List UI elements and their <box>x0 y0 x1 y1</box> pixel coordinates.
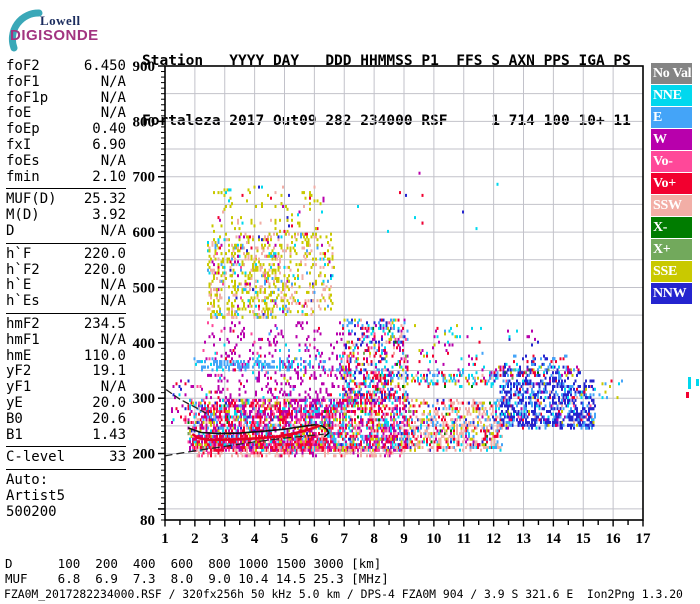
legend-label: X- <box>651 220 667 236</box>
x-tick-label: 17 <box>636 531 652 547</box>
stray-mark <box>696 379 699 386</box>
legend-item-nne: NNE <box>651 85 692 106</box>
status-line: FZA0M_2017282234000.RSF / 320fx256h 50 k… <box>4 587 683 601</box>
legend-item-vo-: Vo- <box>651 151 692 172</box>
legend-label: NNW <box>651 286 686 302</box>
legend-item-x+: X+ <box>651 239 692 260</box>
y-tick-label: 600 <box>133 225 156 241</box>
legend-label: No Val <box>651 66 691 82</box>
legend-item-x-: X- <box>651 217 692 238</box>
y-tick-label: 400 <box>133 336 156 352</box>
legend-item-sse: SSE <box>651 261 692 282</box>
stray-mark <box>686 392 689 398</box>
x-tick-label: 10 <box>426 531 441 547</box>
legend-label: SSE <box>651 264 677 280</box>
x-tick-label: 11 <box>457 531 471 547</box>
legend-label: E <box>651 110 662 126</box>
x-tick-label: 9 <box>400 531 408 547</box>
x-tick-label: 13 <box>516 531 531 547</box>
x-tick-label: 4 <box>251 531 259 547</box>
distance-row: D 100 200 400 600 800 1000 1500 3000 [km… <box>5 556 381 571</box>
x-tick-label: 1 <box>161 531 169 547</box>
x-tick-label: 16 <box>606 531 622 547</box>
y-tick-label: 700 <box>133 170 156 186</box>
y-tick-label: 80 <box>140 513 155 529</box>
y-tick-label: 300 <box>133 391 156 407</box>
y-tick-label: 200 <box>133 447 156 463</box>
legend-label: Vo- <box>651 154 673 170</box>
legend-label: Vo+ <box>651 176 676 192</box>
x-tick-label: 6 <box>311 531 319 547</box>
x-tick-label: 3 <box>221 531 229 547</box>
x-tick-label: 5 <box>281 531 289 547</box>
legend-label: NNE <box>651 88 682 104</box>
legend-item-e: E <box>651 107 692 128</box>
x-tick-label: 14 <box>546 531 562 547</box>
legend-label: SSW <box>651 198 682 214</box>
y-tick-label: 800 <box>133 114 156 130</box>
x-tick-label: 12 <box>486 531 501 547</box>
stray-mark <box>688 377 691 389</box>
legend-item-w: W <box>651 129 692 150</box>
muf-row: MUF 6.8 6.9 7.3 8.0 9.0 10.4 14.5 25.3 [… <box>5 571 389 586</box>
y-tick-label: 500 <box>133 280 156 296</box>
legend-item-ssw: SSW <box>651 195 692 216</box>
legend-item-nnw: NNW <box>651 283 692 304</box>
legend-item-vo+: Vo+ <box>651 173 692 194</box>
legend-item-noval: No Val <box>651 63 692 84</box>
x-tick-label: 2 <box>191 531 199 547</box>
x-tick-label: 15 <box>576 531 591 547</box>
legend-label: W <box>651 132 667 148</box>
echo-points <box>171 172 623 458</box>
x-tick-label: 7 <box>341 531 349 547</box>
y-tick-label: 900 <box>133 59 156 75</box>
x-tick-label: 8 <box>370 531 378 547</box>
legend-label: X+ <box>651 242 671 258</box>
